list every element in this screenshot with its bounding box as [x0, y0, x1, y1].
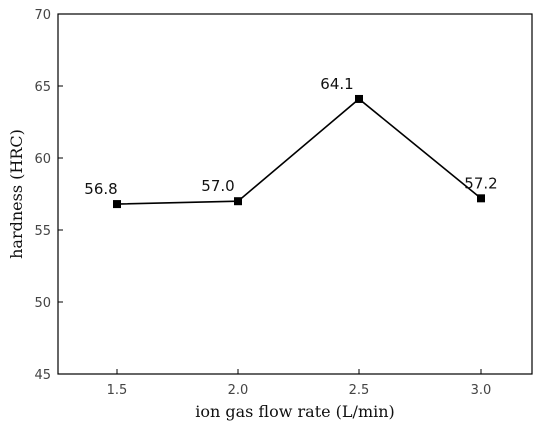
- y-tick-label: 50: [34, 296, 51, 311]
- y-axis-ticks: 45 50 55 60 65 70: [34, 8, 63, 383]
- data-point: [477, 194, 485, 203]
- data-label: 57.2: [464, 174, 497, 192]
- series-layer: 56.8 57.0 64.1 57.2: [84, 75, 498, 209]
- y-axis-title: hardness (HRC): [7, 129, 26, 259]
- data-point: [234, 197, 242, 206]
- data-label: 57.0: [201, 177, 234, 195]
- data-point: [113, 200, 121, 209]
- x-tick-label: 3.0: [471, 383, 492, 398]
- y-tick-label: 45: [34, 368, 51, 383]
- data-point: [355, 94, 363, 103]
- data-label: 56.8: [84, 180, 117, 198]
- x-axis-ticks: 1.5 2.0 2.5 3.0: [107, 369, 492, 398]
- series-line: [116, 97, 482, 205]
- y-tick-label: 65: [34, 80, 51, 95]
- data-label: 64.1: [320, 75, 353, 93]
- y-tick-label: 60: [34, 152, 51, 167]
- plot-frame: [57, 13, 533, 375]
- x-axis-title: ion gas flow rate (L/min): [195, 402, 395, 421]
- y-tick-label: 70: [34, 8, 51, 23]
- x-tick-label: 2.0: [228, 383, 249, 398]
- x-tick-label: 2.5: [349, 383, 370, 398]
- x-tick-label: 1.5: [107, 383, 128, 398]
- y-tick-label: 55: [34, 224, 51, 239]
